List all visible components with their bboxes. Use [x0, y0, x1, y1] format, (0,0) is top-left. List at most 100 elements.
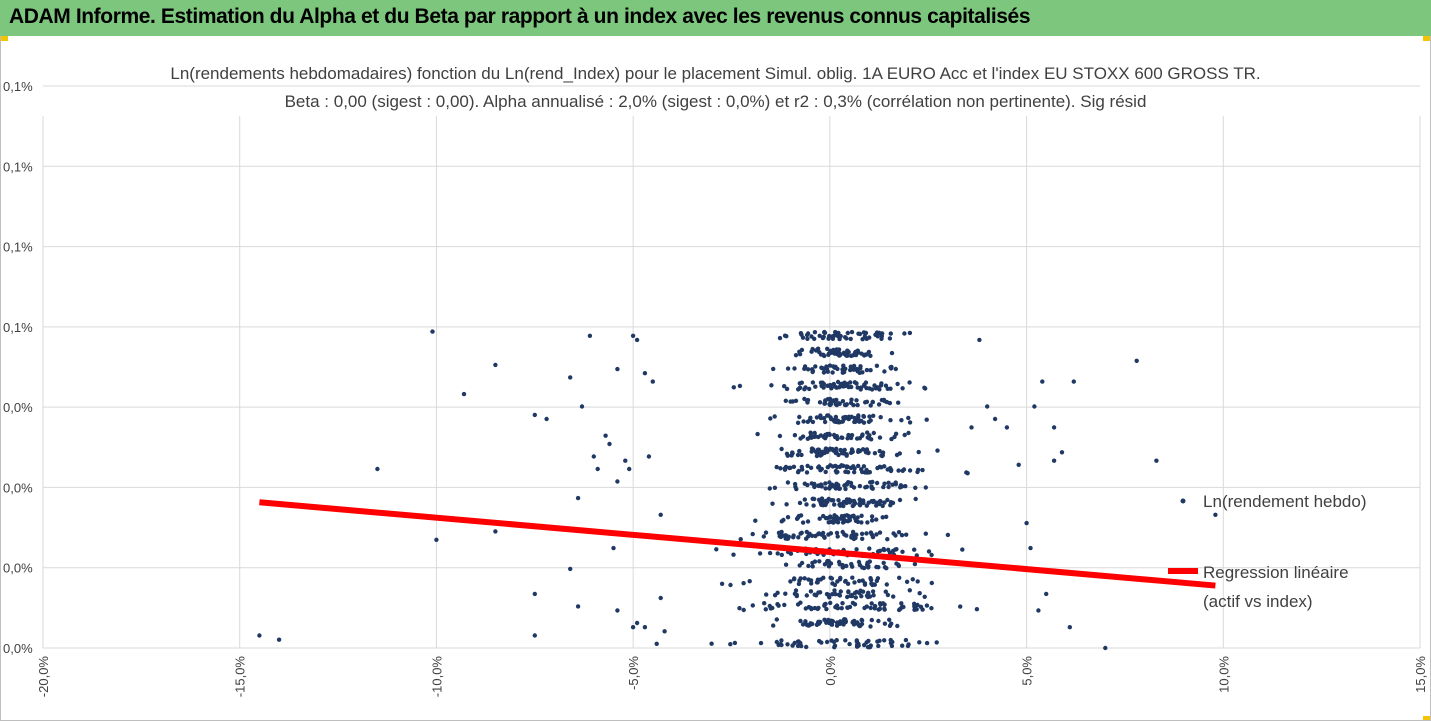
data-point — [871, 593, 876, 598]
data-point — [867, 414, 872, 419]
data-point — [768, 416, 773, 421]
data-point — [843, 638, 848, 643]
data-point — [859, 618, 865, 623]
data-point — [827, 402, 833, 408]
data-point — [823, 498, 828, 504]
data-point — [867, 433, 872, 438]
data-point — [839, 514, 845, 519]
data-point — [852, 380, 858, 385]
data-point — [817, 449, 822, 454]
data-point — [750, 531, 755, 537]
data-point — [750, 603, 755, 608]
data-point — [776, 642, 781, 648]
data-point — [850, 575, 855, 580]
data-point — [888, 418, 893, 423]
y-tick-label: 0,0% — [3, 561, 33, 576]
data-point — [607, 441, 612, 447]
data-point — [845, 594, 850, 600]
data-point — [805, 336, 810, 341]
data-point — [763, 530, 769, 535]
data-point — [805, 331, 811, 336]
data-point — [802, 366, 807, 371]
data-point — [795, 452, 801, 458]
data-point — [591, 454, 596, 459]
data-point — [880, 515, 885, 520]
data-point — [1032, 404, 1037, 409]
data-point — [807, 386, 812, 392]
x-tick-label: 10,0% — [1216, 656, 1231, 693]
data-point — [838, 503, 843, 508]
data-point — [1051, 458, 1057, 463]
data-point — [1004, 425, 1010, 430]
data-point — [852, 466, 857, 471]
data-point — [887, 623, 893, 628]
data-point — [792, 640, 797, 646]
data-point — [849, 353, 855, 358]
data-point — [821, 385, 826, 390]
data-point — [732, 640, 738, 646]
x-tick-label: -15,0% — [233, 656, 248, 698]
data-point — [821, 370, 827, 375]
data-point — [882, 638, 887, 643]
data-point — [826, 431, 832, 437]
data-point — [817, 333, 822, 338]
data-point — [817, 400, 823, 405]
data-point — [849, 397, 854, 402]
data-point — [801, 419, 806, 424]
x-tick-label: -10,0% — [429, 656, 444, 698]
data-point — [888, 503, 893, 508]
data-point — [876, 618, 881, 624]
data-point — [876, 402, 882, 407]
data-point — [836, 401, 842, 406]
data-point — [837, 464, 843, 469]
legend-label-regression-line1: Regression linéaire — [1203, 563, 1349, 582]
data-point — [854, 638, 859, 643]
data-point — [871, 498, 876, 504]
data-point — [844, 563, 849, 569]
data-point — [865, 645, 871, 650]
data-point — [824, 606, 829, 612]
data-point — [782, 602, 787, 608]
data-point — [882, 500, 887, 505]
data-point — [862, 382, 867, 387]
data-point — [770, 501, 775, 506]
data-point — [830, 370, 835, 375]
data-point — [826, 564, 832, 569]
data-point — [888, 331, 893, 336]
data-point — [929, 580, 934, 586]
data-point — [615, 608, 620, 613]
data-point — [852, 602, 858, 607]
data-point — [880, 503, 885, 509]
data-point — [837, 593, 843, 598]
data-point — [812, 496, 817, 502]
data-point — [857, 436, 863, 441]
data-point — [797, 448, 802, 454]
data-point — [845, 581, 851, 586]
data-point — [827, 480, 832, 485]
data-point — [779, 519, 784, 524]
regression-line — [259, 499, 1216, 589]
data-point — [823, 469, 828, 475]
data-point — [877, 606, 883, 611]
data-point — [791, 533, 796, 538]
data-point — [813, 434, 818, 439]
data-point — [877, 530, 883, 535]
data-point — [575, 495, 581, 501]
data-point — [831, 417, 836, 423]
data-point — [878, 383, 884, 388]
data-point — [833, 414, 839, 420]
data-point — [893, 366, 898, 372]
data-point — [823, 481, 828, 486]
data-point — [840, 399, 846, 404]
data-point — [276, 637, 282, 642]
data-point — [870, 479, 875, 485]
data-point — [896, 607, 902, 613]
data-point — [813, 533, 818, 539]
data-point — [880, 601, 886, 606]
data-point — [857, 483, 863, 489]
data-point — [848, 336, 853, 342]
data-point — [860, 536, 865, 541]
data-point — [903, 484, 908, 489]
data-point — [814, 415, 820, 420]
data-point — [859, 513, 864, 518]
